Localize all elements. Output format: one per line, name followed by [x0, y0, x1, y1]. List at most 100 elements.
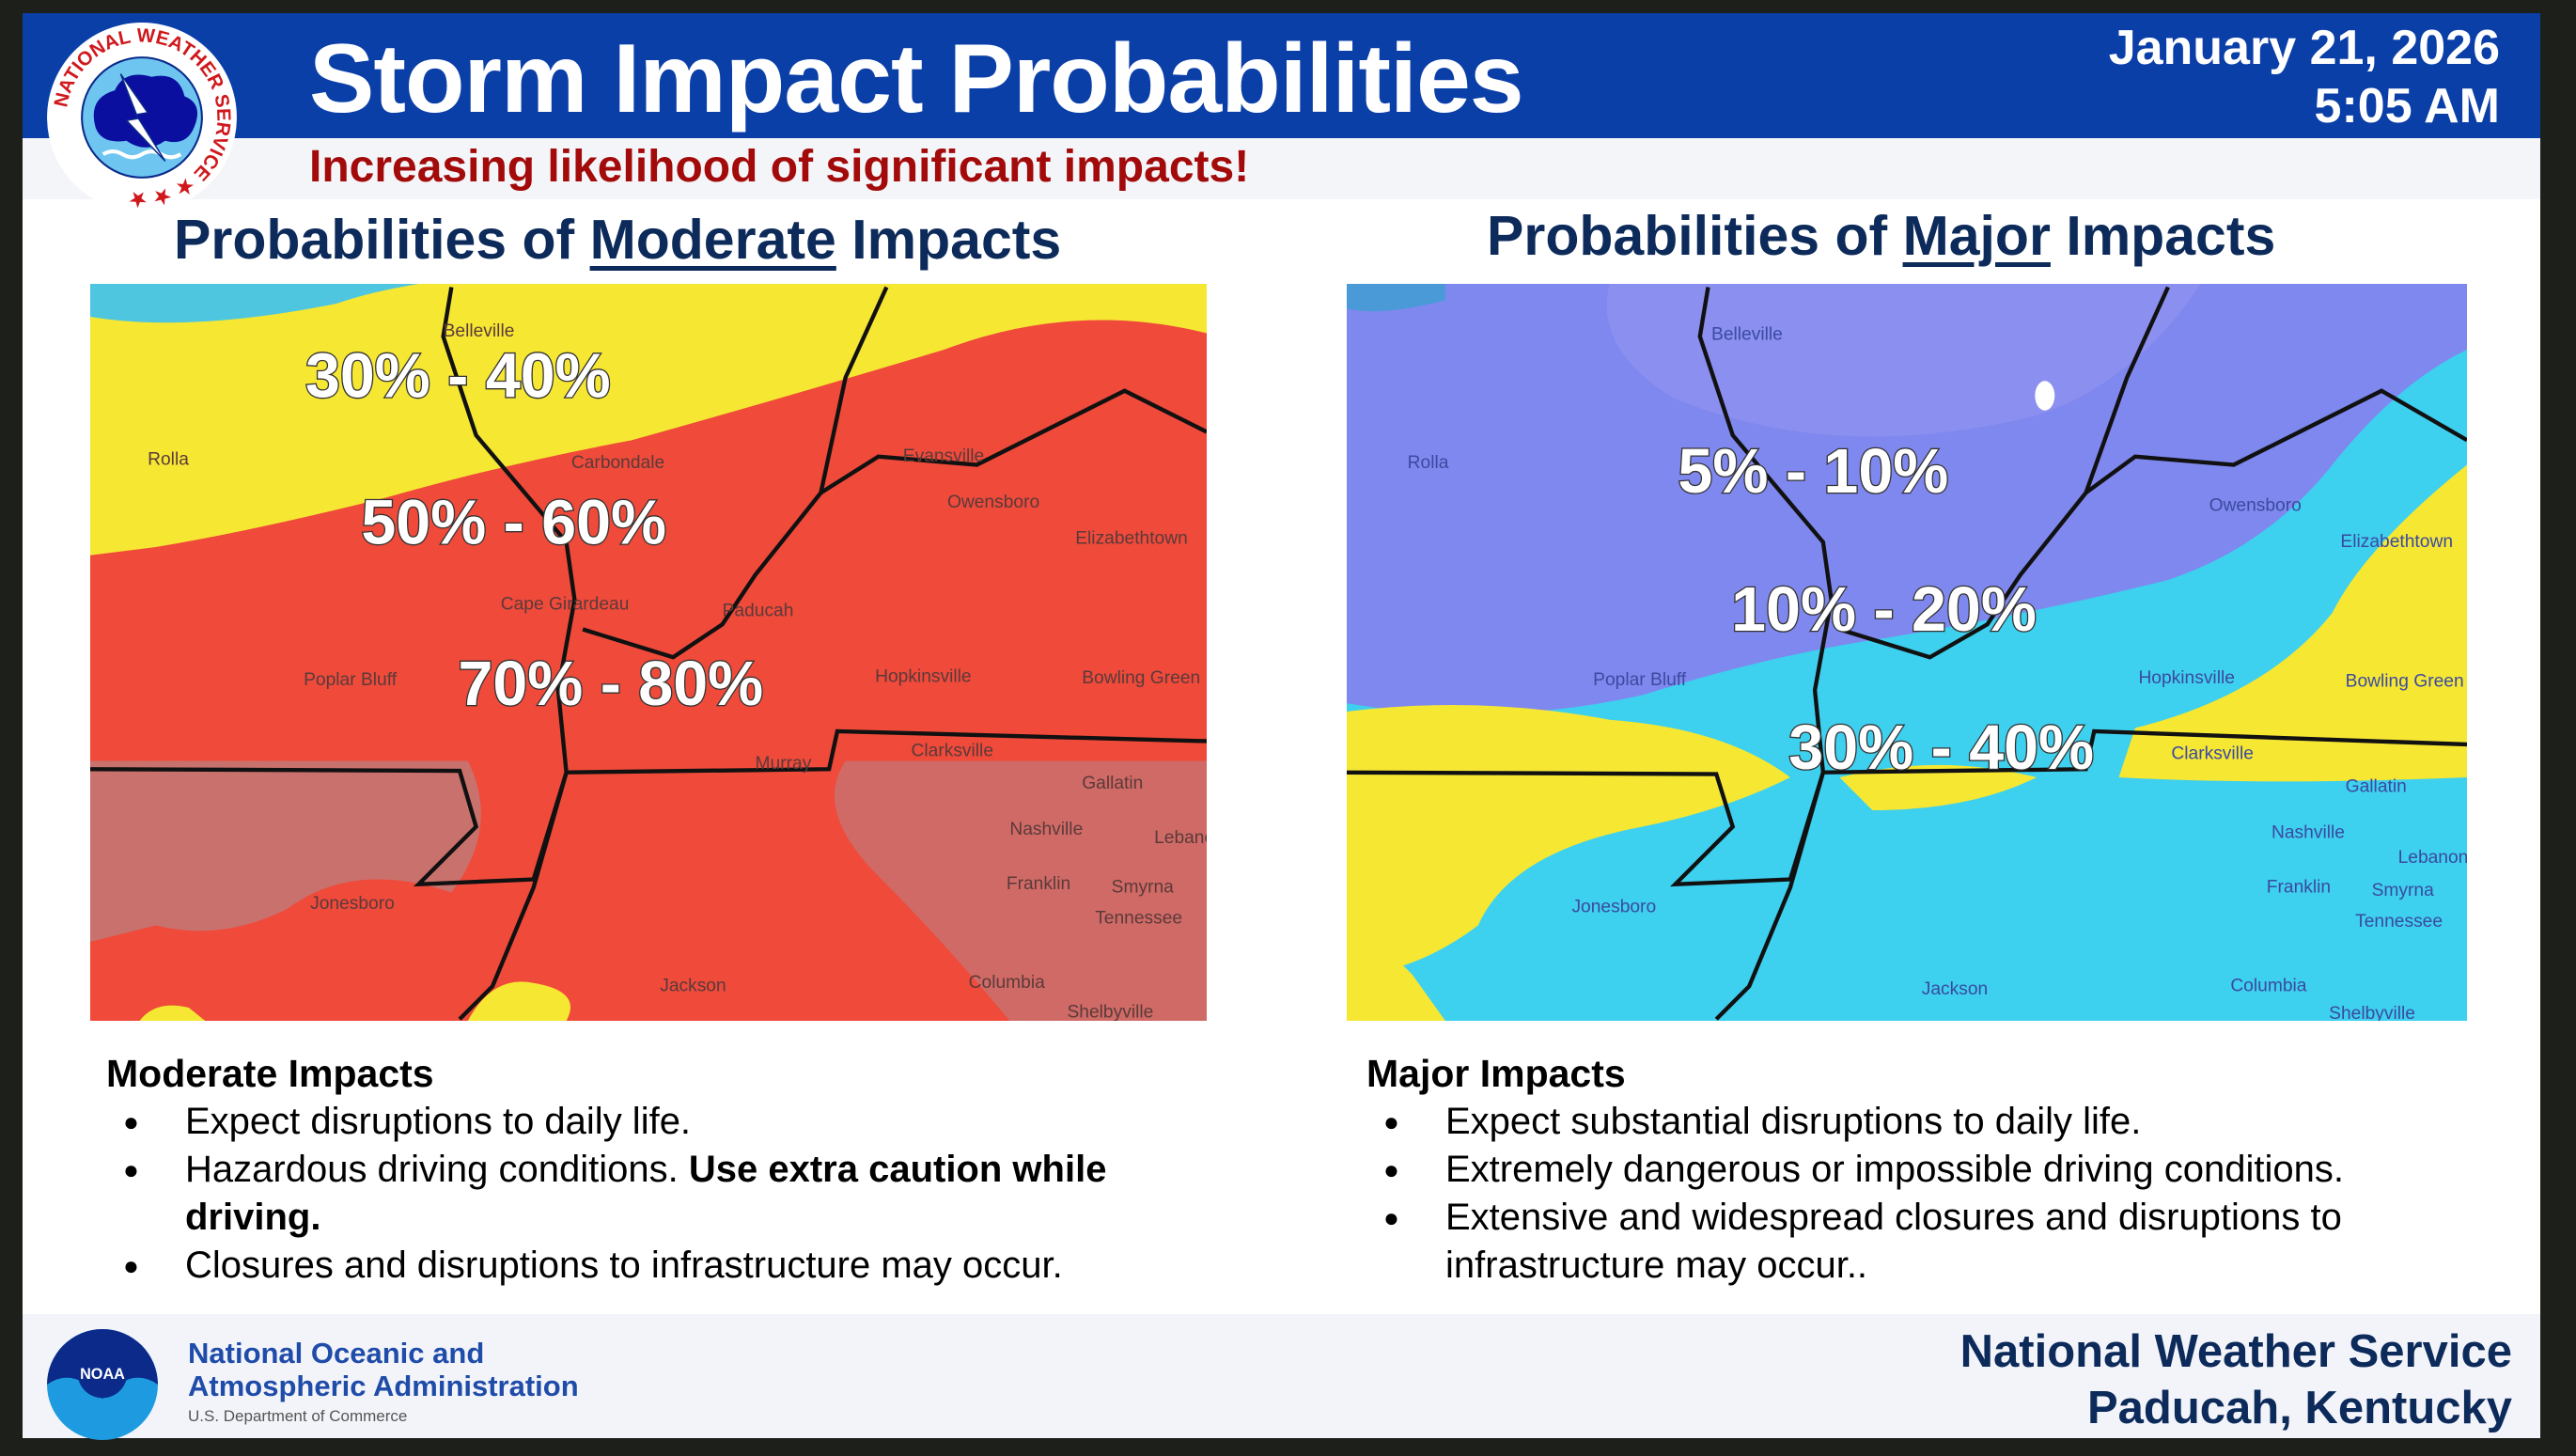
map-city-label: Belleville — [1711, 324, 1783, 344]
bullet-text: Closures and disruptions to infrastructu… — [185, 1245, 1063, 1286]
header-bar: Storm Impact Probabilities January 21, 2… — [23, 13, 2540, 138]
map-city-label: Bowling Green — [2346, 672, 2464, 692]
map-city-label: Jonesboro — [1571, 897, 1656, 916]
map-city-label: Bowling Green — [1082, 668, 1200, 688]
map-city-label: Jackson — [660, 976, 726, 995]
heading-emphasis: Moderate — [589, 209, 836, 271]
bullet-text: Extremely dangerous or impossible drivin… — [1445, 1149, 2345, 1190]
bullet-text: Expect disruptions to daily life. — [185, 1101, 692, 1142]
bullet-text: Expect substantial disruptions to daily … — [1445, 1101, 2142, 1142]
map-city-label: Columbia — [2230, 976, 2306, 995]
blue-zone — [90, 284, 419, 323]
map-city-label: Franklin — [2267, 877, 2331, 897]
map-city-label: Owensboro — [2209, 495, 2302, 515]
bullet-item: Closures and disruptions to infrastructu… — [106, 1242, 1234, 1290]
map-city-label: Shelbyville — [1068, 1002, 1154, 1021]
white-spot — [2035, 381, 2055, 411]
yellow-zone — [139, 1005, 206, 1021]
bullet-text: Hazardous driving conditions. — [185, 1149, 689, 1190]
map-city-label: Belleville — [444, 321, 515, 341]
map-city-label: Jackson — [1922, 979, 1988, 999]
map-city-label: Owensboro — [947, 493, 1039, 512]
heading-text: Probabilities of — [1487, 205, 1903, 267]
major-impacts-description: Major Impacts Expect substantial disrupt… — [1366, 1049, 2494, 1290]
yellow-zone — [90, 284, 1207, 556]
violet-zone — [1347, 284, 2467, 714]
state-borders — [1347, 286, 2467, 1021]
map-city-label: Clarksville — [2171, 744, 2254, 764]
probability-label: 30% - 40% — [1788, 713, 2094, 783]
map-city-label: Cape Girardeau — [501, 594, 630, 614]
heading-text: Impacts — [2050, 205, 2276, 267]
slide: Storm Impact Probabilities January 21, 2… — [23, 13, 2540, 1440]
map-city-label: Carbondale — [571, 453, 664, 473]
noaa-name-line: Atmospheric Administration — [188, 1370, 579, 1402]
nws-logo-icon: NATIONAL WEATHER SERVICE ★ ★ ★ — [47, 23, 237, 212]
probability-label: 5% - 10% — [1678, 437, 1948, 507]
office-location: Paducah, Kentucky — [2086, 1383, 2512, 1433]
blue-zone — [1347, 284, 1445, 312]
map-city-label: Rolla — [148, 449, 189, 469]
subtitle-strip — [23, 138, 2540, 199]
probability-label: 10% - 20% — [1731, 575, 2037, 645]
map-city-label: Murray — [756, 754, 812, 774]
map-city-label: Lebanon — [2398, 848, 2467, 868]
map-city-label: Clarksville — [912, 741, 994, 760]
bullet-item: Expect substantial disruptions to daily … — [1366, 1098, 2494, 1146]
office-line: National Weather Service — [1959, 1326, 2512, 1377]
probability-label: 30% - 40% — [305, 342, 611, 412]
map-city-label: Poplar Bluff — [304, 670, 398, 690]
bullet-item: Extensive and widespread closures and di… — [1366, 1194, 2423, 1290]
noaa-logo-icon: NOAA — [47, 1329, 158, 1440]
map-city-label: Elizabethtown — [1075, 528, 1188, 548]
map-city-label: Paducah — [723, 601, 794, 620]
map-city-label: Lebanon — [1154, 828, 1207, 848]
noaa-logo-text: NOAA — [80, 1366, 125, 1383]
footer: NOAA National Oceanic and Atmospheric Ad… — [23, 1314, 2540, 1440]
yellow-zone — [2118, 464, 2467, 782]
moderate-probability-map: Belleville Rolla Carbondale Owensboro Ca… — [90, 284, 1207, 1021]
probability-label: 70% - 80% — [458, 650, 763, 719]
map-city-label: Jonesboro — [310, 894, 395, 914]
probability-label: 50% - 60% — [361, 488, 666, 557]
noaa-department: U.S. Department of Commerce — [188, 1407, 408, 1425]
office-name: National Weather Service Paducah, Kentuc… — [1960, 1323, 2512, 1436]
map-city-label: Franklin — [1007, 874, 1070, 894]
map-city-label: Shelbyville — [2329, 1004, 2415, 1021]
map-city-label: Elizabethtown — [2340, 532, 2453, 552]
moderate-heading: Probabilities of Moderate Impacts — [174, 207, 1061, 273]
heading-emphasis: Major — [1902, 205, 2051, 267]
issue-time: 5:05 AM — [2314, 79, 2500, 133]
map-city-label: Poplar Bluff — [1593, 670, 1687, 690]
map-city-label: Smyrna — [2372, 881, 2434, 900]
map-city-label: Nashville — [2272, 823, 2345, 843]
heading-text: Probabilities of — [174, 209, 590, 271]
bullet-item: Extremely dangerous or impossible drivin… — [1366, 1146, 2494, 1194]
noaa-name-line: National Oceanic and — [188, 1337, 485, 1370]
grey-zone — [90, 760, 481, 942]
map-city-label: Columbia — [969, 973, 1045, 993]
alert-subtitle: Increasing likelihood of significant imp… — [309, 142, 1250, 192]
noaa-name: National Oceanic and Atmospheric Adminis… — [188, 1337, 579, 1431]
description-title: Major Impacts — [1366, 1052, 1626, 1095]
major-probability-map: Belleville Rolla Owensboro Elizabethtown… — [1347, 284, 2467, 1021]
description-title: Moderate Impacts — [106, 1052, 434, 1095]
state-borders — [90, 286, 1207, 1021]
map-city-label: Hopkinsville — [2138, 668, 2234, 688]
grey-zone — [835, 760, 1207, 1021]
bullet-text: Extensive and widespread closures and di… — [1445, 1197, 2342, 1286]
map-city-label: Smyrna — [1112, 877, 1174, 897]
map-city-label: Tennessee — [1095, 909, 1182, 929]
map-city-label: Hopkinsville — [875, 666, 971, 686]
yellow-zone — [1839, 764, 2037, 810]
moderate-impacts-description: Moderate Impacts Expect disruptions to d… — [106, 1049, 1234, 1290]
yellow-zone — [467, 981, 571, 1021]
map-city-label: Gallatin — [1082, 774, 1143, 793]
bullet-emphasis: Use extra caution while driving. — [185, 1149, 1107, 1238]
issue-date: January 21, 2026 — [2108, 21, 2500, 75]
map-city-label: Tennessee — [2355, 912, 2443, 932]
yellow-zone — [1347, 909, 1445, 1021]
heading-text: Impacts — [835, 209, 1062, 271]
map-city-label: Gallatin — [2346, 777, 2407, 797]
map-city-label: Evansville — [903, 446, 984, 466]
